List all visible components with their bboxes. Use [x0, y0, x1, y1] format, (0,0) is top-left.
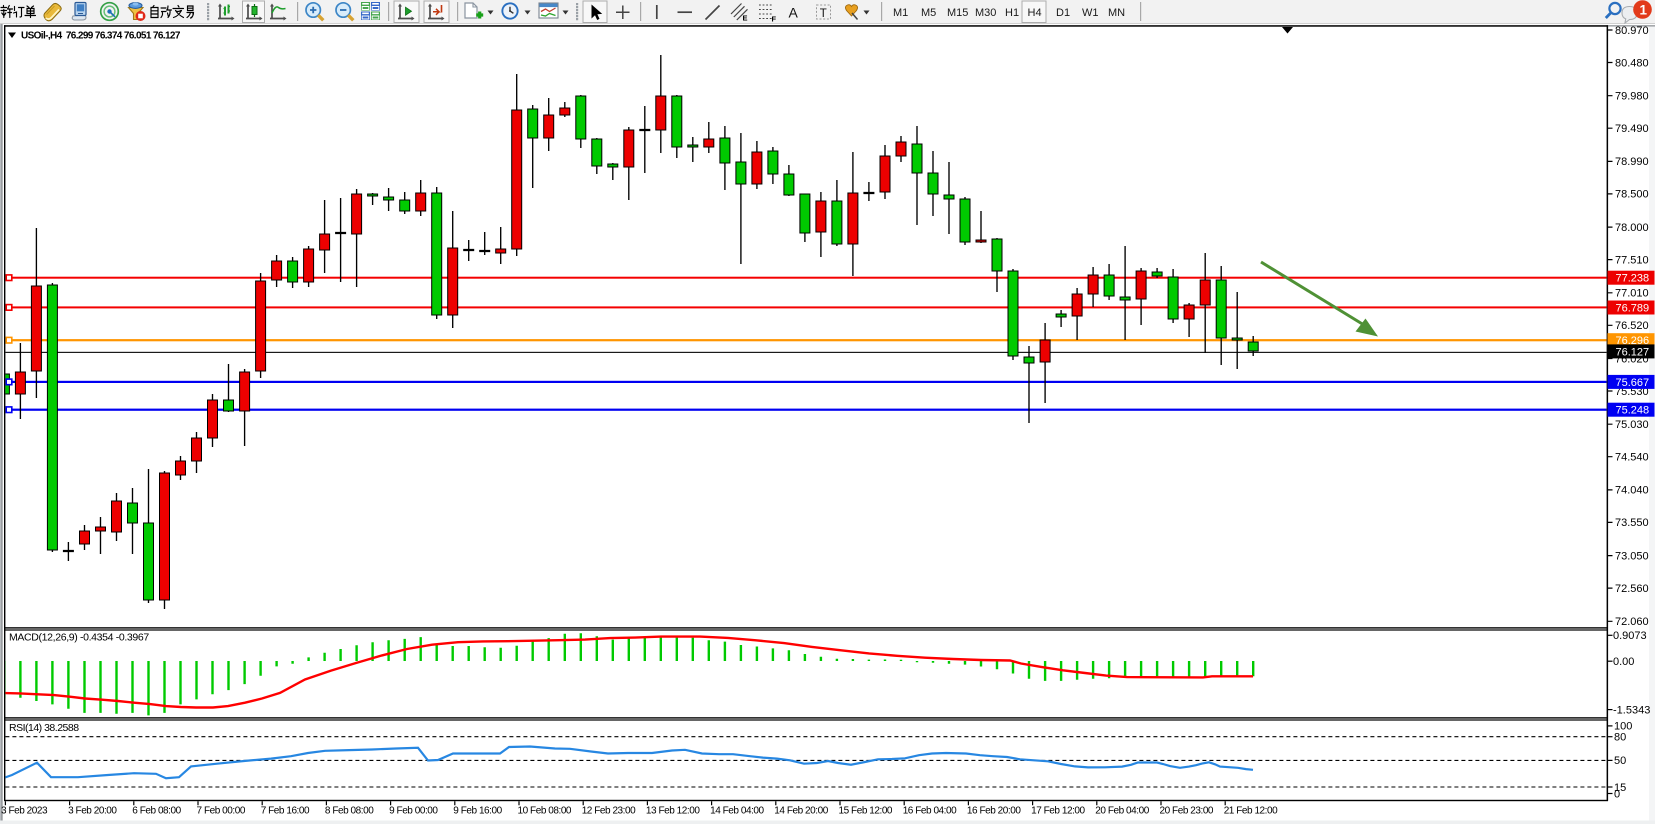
svg-text:7 Feb 00:00: 7 Feb 00:00 — [197, 806, 246, 817]
svg-text:100: 100 — [1614, 721, 1632, 733]
svg-text:3 Feb 20:00: 3 Feb 20:00 — [68, 806, 117, 817]
svg-text:78.990: 78.990 — [1615, 156, 1649, 168]
svg-text:9 Feb 00:00: 9 Feb 00:00 — [389, 806, 438, 817]
svg-text:0.9073: 0.9073 — [1613, 630, 1647, 642]
svg-text:72.060: 72.060 — [1615, 616, 1649, 628]
svg-text:15: 15 — [1614, 782, 1626, 794]
svg-text:-1.5343: -1.5343 — [1613, 704, 1650, 716]
svg-text:USOil-,H4 76.299 76.374 76.05: USOil-,H4 76.299 76.374 76.051 76.127 — [21, 31, 181, 42]
svg-text:7 Feb 16:00: 7 Feb 16:00 — [261, 806, 310, 817]
svg-text:50: 50 — [1614, 755, 1626, 767]
svg-text:77.010: 77.010 — [1615, 288, 1649, 300]
svg-text:20 Feb 23:00: 20 Feb 23:00 — [1160, 806, 1214, 817]
svg-text:MN: MN — [1108, 7, 1125, 19]
svg-text:75.248: 75.248 — [1616, 405, 1650, 417]
svg-text:1: 1 — [1640, 2, 1648, 17]
svg-text:MACD(12,26,9) -0.4354 -0.3967: MACD(12,26,9) -0.4354 -0.3967 — [9, 631, 149, 643]
svg-text:16 Feb 20:00: 16 Feb 20:00 — [967, 806, 1021, 817]
svg-text:M5: M5 — [921, 7, 936, 19]
svg-text:76.789: 76.789 — [1616, 303, 1650, 315]
svg-text:M15: M15 — [947, 7, 968, 19]
svg-text:16 Feb 04:00: 16 Feb 04:00 — [903, 806, 957, 817]
svg-text:A: A — [789, 5, 799, 21]
svg-text:14 Feb 20:00: 14 Feb 20:00 — [774, 806, 828, 817]
svg-text:RSI(14) 38.2588: RSI(14) 38.2588 — [9, 722, 79, 734]
svg-text:21 Feb 12:00: 21 Feb 12:00 — [1224, 806, 1278, 817]
svg-text:0.00: 0.00 — [1613, 656, 1634, 668]
svg-text:E: E — [743, 14, 748, 23]
svg-text:17 Feb 12:00: 17 Feb 12:00 — [1031, 806, 1085, 817]
svg-text:3 Feb 2023: 3 Feb 2023 — [1, 806, 48, 817]
svg-text:77.238: 77.238 — [1616, 273, 1650, 285]
svg-text:12 Feb 23:00: 12 Feb 23:00 — [582, 806, 636, 817]
svg-text:D1: D1 — [1056, 7, 1070, 19]
svg-text:76.296: 76.296 — [1616, 335, 1650, 347]
svg-text:78.000: 78.000 — [1615, 222, 1649, 234]
svg-text:9 Feb 16:00: 9 Feb 16:00 — [453, 806, 502, 817]
svg-text:74.540: 74.540 — [1615, 452, 1649, 464]
svg-text:H1: H1 — [1005, 7, 1019, 19]
svg-text:79.980: 79.980 — [1615, 91, 1649, 103]
svg-text:F: F — [772, 15, 777, 24]
svg-text:15 Feb 12:00: 15 Feb 12:00 — [839, 806, 893, 817]
svg-text:10 Feb 08:00: 10 Feb 08:00 — [518, 806, 572, 817]
svg-text:79.490: 79.490 — [1615, 123, 1649, 135]
svg-text:14 Feb 04:00: 14 Feb 04:00 — [710, 806, 764, 817]
svg-text:W1: W1 — [1082, 7, 1099, 19]
svg-text:80.480: 80.480 — [1615, 57, 1649, 69]
svg-text:T: T — [820, 8, 827, 20]
svg-text:76.520: 76.520 — [1615, 320, 1649, 332]
svg-text:M30: M30 — [975, 7, 996, 19]
svg-text:73.050: 73.050 — [1615, 550, 1649, 562]
svg-text:72.560: 72.560 — [1615, 583, 1649, 595]
svg-text:13 Feb 12:00: 13 Feb 12:00 — [646, 806, 700, 817]
svg-text:6 Feb 08:00: 6 Feb 08:00 — [132, 806, 181, 817]
svg-text:78.500: 78.500 — [1615, 189, 1649, 201]
svg-text:8 Feb 08:00: 8 Feb 08:00 — [325, 806, 374, 817]
svg-text:77.510: 77.510 — [1615, 254, 1649, 266]
svg-text:M1: M1 — [893, 7, 908, 19]
svg-text:80.970: 80.970 — [1615, 25, 1649, 37]
svg-text:20 Feb 04:00: 20 Feb 04:00 — [1095, 806, 1149, 817]
svg-text:73.550: 73.550 — [1615, 517, 1649, 529]
svg-text:H4: H4 — [1028, 7, 1042, 19]
svg-text:75.030: 75.030 — [1615, 419, 1649, 431]
svg-text:80: 80 — [1614, 732, 1626, 744]
svg-text:0: 0 — [1614, 788, 1620, 800]
svg-text:75.667: 75.667 — [1616, 377, 1650, 389]
svg-text:76.127: 76.127 — [1616, 346, 1650, 358]
svg-text:74.040: 74.040 — [1615, 485, 1649, 497]
